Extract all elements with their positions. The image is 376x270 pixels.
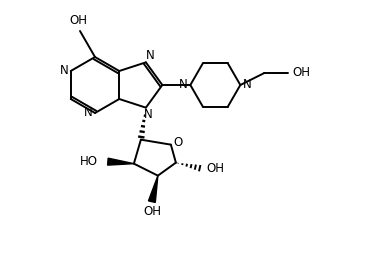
Text: OH: OH [292, 66, 310, 79]
Text: OH: OH [143, 205, 161, 218]
Polygon shape [108, 158, 134, 165]
Polygon shape [149, 176, 158, 202]
Text: N: N [179, 77, 188, 90]
Text: OH: OH [69, 15, 87, 28]
Text: N: N [144, 108, 152, 121]
Text: N: N [83, 106, 92, 120]
Text: O: O [173, 136, 182, 149]
Text: N: N [59, 65, 68, 77]
Text: OH: OH [206, 162, 224, 175]
Text: N: N [146, 49, 154, 62]
Text: N: N [243, 77, 252, 90]
Text: HO: HO [80, 155, 98, 168]
